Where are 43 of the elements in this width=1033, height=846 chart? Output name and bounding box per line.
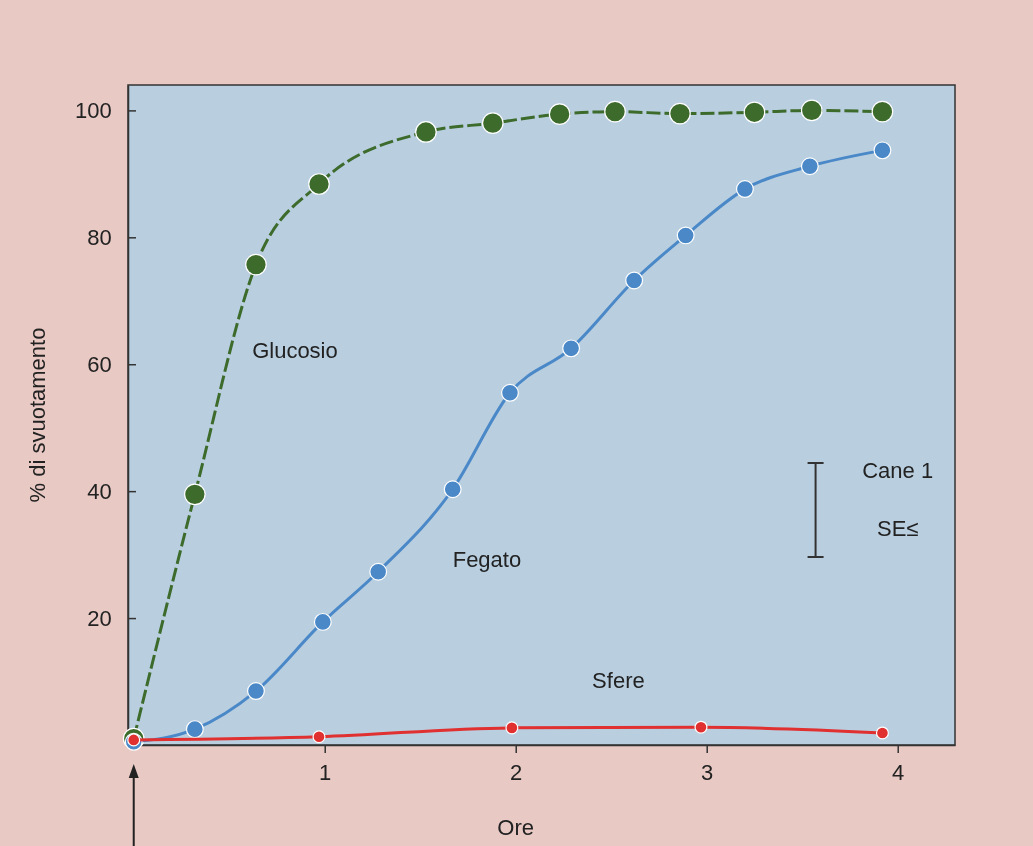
x-tick-label: 4 (892, 760, 905, 786)
x-tick-label: 1 (319, 760, 332, 786)
annotation: Cane 1 (862, 458, 934, 484)
point (669, 102, 691, 125)
y-tick-label: 80 (87, 224, 112, 250)
point (625, 271, 644, 290)
point (481, 112, 504, 134)
x-tick-label: 3 (701, 760, 714, 786)
point (245, 253, 267, 276)
point (505, 721, 519, 735)
point (247, 682, 265, 701)
y-tick-label: 20 (87, 605, 112, 631)
point (369, 562, 388, 581)
series-label: Fegato (452, 547, 522, 573)
series-label: Sfere (592, 667, 645, 693)
point (415, 121, 437, 143)
point (676, 226, 695, 245)
point (871, 100, 894, 123)
point (875, 726, 889, 740)
point (312, 730, 326, 744)
point (873, 141, 892, 160)
point (604, 100, 626, 123)
point (694, 720, 708, 734)
x-tick-label: 2 (510, 760, 523, 786)
point (800, 157, 819, 176)
y-tick-label: 40 (87, 478, 112, 504)
y-tick-label: 100 (75, 97, 112, 123)
point (443, 480, 462, 499)
series-label: Glucosio (252, 337, 338, 363)
point (501, 383, 519, 402)
point (548, 103, 571, 126)
point (735, 180, 754, 199)
point (185, 720, 204, 739)
point (308, 173, 330, 195)
y-tick-label: 60 (87, 351, 112, 377)
point (562, 339, 581, 358)
x-axis-title: Ore (497, 815, 535, 840)
y-axis-title: % di svuotamento (25, 327, 50, 503)
annotation: SE≤ (876, 515, 919, 541)
point (313, 612, 332, 631)
point (184, 483, 206, 506)
point (800, 99, 823, 122)
point (743, 101, 766, 124)
